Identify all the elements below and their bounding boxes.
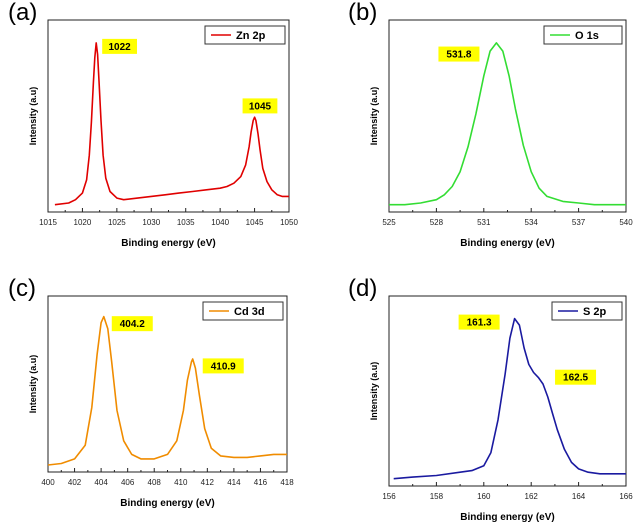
plot-frame bbox=[47, 295, 288, 473]
x-tick-label: 1020 bbox=[74, 218, 92, 227]
x-tick-label: 156 bbox=[382, 492, 396, 501]
series-line bbox=[393, 317, 626, 480]
series-line bbox=[389, 42, 626, 206]
x-tick-label: 1050 bbox=[280, 218, 298, 227]
legend-label: Zn 2p bbox=[236, 30, 266, 42]
x-axis-label: Binding energy (eV) bbox=[460, 238, 554, 249]
panel-label: (d) bbox=[348, 275, 377, 302]
plot-frame bbox=[47, 19, 290, 213]
panel-label: (b) bbox=[348, 0, 377, 26]
legend: O 1s bbox=[543, 25, 623, 45]
x-tick-label: 1040 bbox=[211, 218, 229, 227]
y-axis-label: Intensity (a.u) bbox=[369, 362, 379, 421]
x-tick-label: 166 bbox=[619, 492, 633, 501]
peak-annotation-box bbox=[458, 314, 500, 330]
peak-annotation-label: 1045 bbox=[249, 101, 272, 112]
x-tick-label: 164 bbox=[572, 492, 586, 501]
x-tick-label: 1030 bbox=[142, 218, 160, 227]
x-tick-label: 412 bbox=[201, 478, 215, 487]
x-tick-label: 160 bbox=[477, 492, 491, 501]
peak-annotation-box bbox=[202, 358, 244, 374]
x-axis-label: Binding energy (eV) bbox=[121, 238, 215, 249]
x-tick-label: 534 bbox=[525, 218, 539, 227]
x-axis-label: Binding energy (eV) bbox=[460, 512, 554, 523]
x-tick-label: 531 bbox=[477, 218, 491, 227]
x-tick-label: 404 bbox=[94, 478, 108, 487]
chart-panel-4: (d) 156 158 160 162 164 166 Binding energy (eV)… bbox=[348, 275, 633, 523]
peak-annotation-box bbox=[438, 46, 480, 62]
peak-annotation-label: 162.5 bbox=[563, 373, 588, 384]
x-tick-label: 1015 bbox=[39, 218, 57, 227]
panel-label: (a) bbox=[8, 0, 37, 26]
legend: Zn 2p bbox=[204, 25, 286, 45]
peak-annotation-label: 404.2 bbox=[120, 319, 145, 330]
x-tick-label: 525 bbox=[382, 218, 396, 227]
peak-annotation-box bbox=[111, 316, 153, 332]
x-tick-label: 402 bbox=[68, 478, 82, 487]
x-tick-label: 416 bbox=[254, 478, 268, 487]
legend-label: Cd 3d bbox=[234, 306, 265, 318]
y-axis-label: Intensity (a.u) bbox=[28, 355, 38, 414]
x-tick-label: 162 bbox=[525, 492, 539, 501]
x-tick-label: 406 bbox=[121, 478, 135, 487]
peak-annotation-label: 1022 bbox=[108, 42, 131, 53]
peak-annotation-label: 531.8 bbox=[446, 50, 471, 61]
x-tick-label: 410 bbox=[174, 478, 188, 487]
chart-panel-2: (b) 525 528 531 534 537 540 Binding energy (eV)… bbox=[348, 0, 633, 249]
x-axis-label: Binding energy (eV) bbox=[120, 498, 214, 509]
x-tick-label: 414 bbox=[227, 478, 241, 487]
plot-frame bbox=[388, 295, 627, 487]
legend: S 2p bbox=[551, 301, 623, 321]
legend-label: S 2p bbox=[583, 306, 607, 318]
legend-box bbox=[543, 25, 623, 45]
chart-panel-1: (a) 1015 1020 1025 1030 1035 1040 1045 1050 Bindi… bbox=[8, 0, 298, 249]
x-tick-label: 1025 bbox=[108, 218, 126, 227]
peak-annotation-label: 161.3 bbox=[467, 318, 492, 329]
x-tick-label: 528 bbox=[430, 218, 444, 227]
plot-frame bbox=[388, 19, 627, 213]
x-tick-label: 158 bbox=[430, 492, 444, 501]
x-tick-label: 1045 bbox=[246, 218, 264, 227]
y-axis-label: Intensity (a.u) bbox=[369, 87, 379, 146]
chart-panel-3: (c) 400 402 404 406 408 410 412 414 416 418 Binding… bbox=[8, 275, 294, 509]
panel-label: (c) bbox=[8, 275, 36, 302]
peak-annotation-box bbox=[555, 369, 597, 385]
legend-label: O 1s bbox=[575, 30, 599, 42]
peak-annotation-label: 410.9 bbox=[211, 361, 236, 372]
peak-annotation-box bbox=[102, 38, 137, 54]
series-line bbox=[54, 42, 289, 206]
x-tick-label: 1035 bbox=[177, 218, 195, 227]
y-axis-label: Intensity (a.u) bbox=[28, 87, 38, 146]
x-tick-label: 408 bbox=[148, 478, 162, 487]
legend-box bbox=[204, 25, 286, 45]
legend-box bbox=[202, 301, 284, 321]
x-tick-label: 400 bbox=[41, 478, 55, 487]
series-line bbox=[47, 315, 287, 466]
x-tick-label: 537 bbox=[572, 218, 586, 227]
x-tick-label: 540 bbox=[619, 218, 633, 227]
legend-box bbox=[551, 301, 623, 321]
peak-annotation-box bbox=[242, 98, 278, 114]
legend: Cd 3d bbox=[202, 301, 284, 321]
x-tick-label: 418 bbox=[280, 478, 294, 487]
